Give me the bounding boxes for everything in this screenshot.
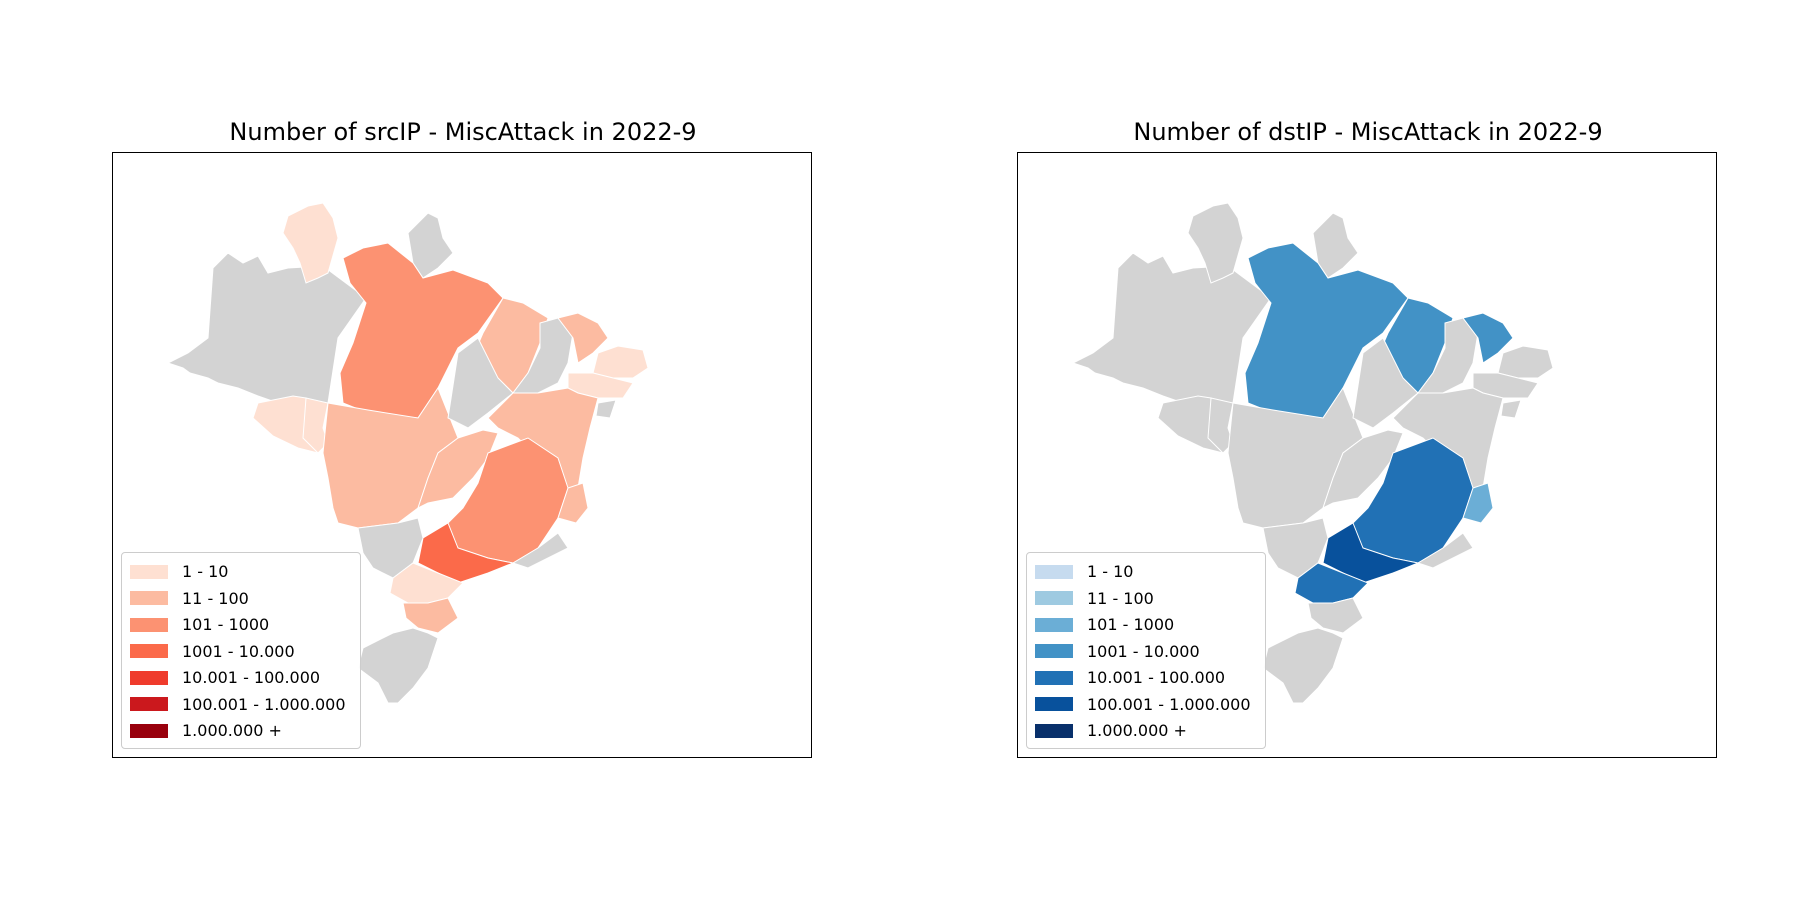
state-rio-grande-do-sul (1262, 627, 1344, 704)
legend-swatch (130, 591, 168, 606)
state-para (1244, 242, 1409, 419)
state-rio-de-janeiro (511, 532, 569, 569)
state-ceara (1462, 312, 1514, 364)
state-espirito-santo (1462, 482, 1494, 524)
legend-label: 10.001 - 100.000 (182, 668, 321, 688)
state-rn-pb (1497, 345, 1554, 379)
srcip-map-panel: Number of srcIP - MiscAttack in 2022-9 1… (40, 0, 920, 900)
legend-item: 11 - 100 (1035, 585, 1257, 612)
state-para (339, 242, 504, 419)
state-ceara (557, 312, 609, 364)
legend-label: 101 - 1000 (182, 615, 270, 635)
legend-item: 101 - 1000 (130, 612, 352, 639)
legend-swatch (130, 564, 168, 579)
state-rio-grande-do-sul (357, 627, 439, 704)
map-legend: 1 - 10 11 - 100 101 - 1000 1001 - 10.000… (1026, 551, 1266, 749)
legend-label: 1.000.000 + (1087, 721, 1187, 741)
legend-swatch (1035, 644, 1073, 659)
legend-item: 100.001 - 1.000.000 (130, 691, 352, 718)
state-goias (1322, 429, 1404, 509)
state-tocantins (447, 337, 514, 429)
legend-item: 10.001 - 100.000 (130, 665, 352, 692)
map-legend: 1 - 10 11 - 100 101 - 1000 1001 - 10.000… (121, 551, 361, 749)
state-espirito-santo (557, 482, 589, 524)
legend-swatch (1035, 723, 1073, 738)
legend-label: 1 - 10 (182, 562, 229, 582)
state-amazonas (166, 252, 367, 404)
brazil-map (166, 202, 649, 704)
legend-item: 10.001 - 100.000 (1035, 665, 1257, 692)
legend-item: 101 - 1000 (1035, 612, 1257, 639)
state-santa-catarina (1307, 597, 1364, 634)
state-rio-de-janeiro (1416, 532, 1474, 569)
legend-swatch (1035, 617, 1073, 632)
legend-item: 1 - 10 (130, 559, 352, 586)
legend-item: 1.000.000 + (1035, 718, 1257, 745)
state-sergipe (595, 399, 617, 419)
state-rn-pb (592, 345, 649, 379)
legend-item: 1001 - 10.000 (1035, 638, 1257, 665)
legend-swatch (1035, 670, 1073, 685)
legend-label: 11 - 100 (1087, 588, 1154, 608)
legend-label: 10.001 - 100.000 (1087, 668, 1226, 688)
legend-swatch (1035, 697, 1073, 712)
legend-label: 1 - 10 (1087, 562, 1134, 582)
legend-label: 100.001 - 1.000.000 (1087, 694, 1251, 714)
legend-item: 1.000.000 + (130, 718, 352, 745)
state-sao-paulo (417, 522, 515, 584)
legend-swatch (130, 670, 168, 685)
state-roraima (282, 202, 339, 284)
legend-label: 11 - 100 (182, 588, 249, 608)
state-amazonas (1071, 252, 1272, 404)
legend-swatch (130, 723, 168, 738)
legend-item: 1 - 10 (1035, 559, 1257, 586)
legend-swatch (130, 617, 168, 632)
legend-swatch (1035, 591, 1073, 606)
state-santa-catarina (402, 597, 459, 634)
brazil-map (1071, 202, 1554, 704)
state-sao-paulo (1322, 522, 1420, 584)
state-roraima (1187, 202, 1244, 284)
legend-swatch (130, 644, 168, 659)
legend-item: 100.001 - 1.000.000 (1035, 691, 1257, 718)
state-tocantins (1352, 337, 1419, 429)
legend-label: 1.000.000 + (182, 721, 282, 741)
legend-swatch (1035, 564, 1073, 579)
map-frame: 1 - 10 11 - 100 101 - 1000 1001 - 10.000… (112, 152, 812, 758)
legend-label: 1001 - 10.000 (1087, 641, 1200, 661)
dstip-map-panel: Number of dstIP - MiscAttack in 2022-9 1… (945, 0, 1800, 900)
legend-label: 101 - 1000 (1087, 615, 1175, 635)
legend-swatch (130, 697, 168, 712)
legend-label: 100.001 - 1.000.000 (182, 694, 346, 714)
legend-label: 1001 - 10.000 (182, 641, 295, 661)
map-title: Number of srcIP - MiscAttack in 2022-9 (229, 118, 697, 146)
legend-item: 11 - 100 (130, 585, 352, 612)
state-sergipe (1500, 399, 1522, 419)
map-frame: 1 - 10 11 - 100 101 - 1000 1001 - 10.000… (1017, 152, 1717, 758)
state-goias (417, 429, 499, 509)
legend-item: 1001 - 10.000 (130, 638, 352, 665)
map-title: Number of dstIP - MiscAttack in 2022-9 (1133, 118, 1603, 146)
